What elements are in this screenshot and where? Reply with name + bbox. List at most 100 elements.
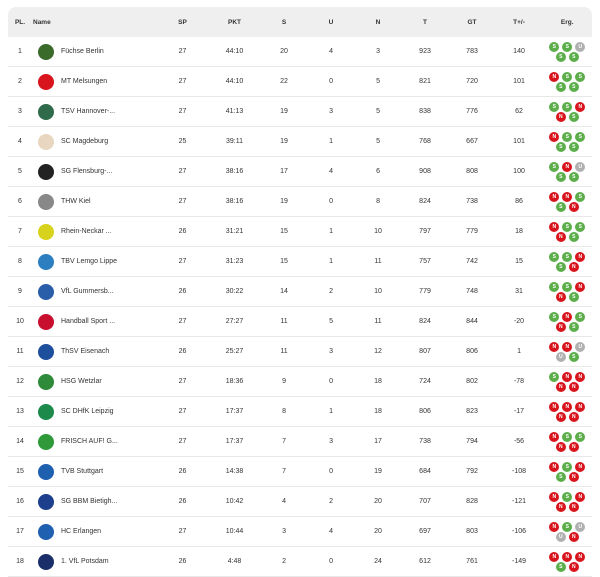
- team-name[interactable]: MT Melsungen: [60, 66, 157, 97]
- form-result-badge: S: [568, 171, 579, 182]
- table-row[interactable]: 17 HC Erlangen 27 10:44 3 4 20 697 803 -106 N S UU N: [8, 516, 592, 547]
- u-cell: 0: [307, 546, 355, 577]
- form-result-badge: S: [562, 251, 573, 262]
- team-logo-icon: [38, 493, 54, 510]
- team-name[interactable]: THW Kiel: [60, 186, 157, 217]
- table-row[interactable]: 14 FRISCH AUF! G... 27 17:37 7 3 17 738 794 -56 N S…: [8, 426, 592, 457]
- header-u: U: [328, 18, 334, 26]
- team-name[interactable]: ThSV Eisenach: [60, 336, 157, 367]
- form-result-badge: N: [562, 401, 573, 412]
- n-cell: 6: [354, 156, 402, 187]
- team-name[interactable]: Füchse Berlin: [60, 37, 157, 67]
- t-cell: 807: [401, 336, 449, 367]
- form-cell: N S NN N: [542, 486, 592, 517]
- team-name[interactable]: SC Magdeburg: [60, 126, 157, 157]
- team-name[interactable]: TSV Hannover-...: [60, 96, 157, 127]
- table-row[interactable]: 1 Füchse Berlin 27 44:10 20 4 3 923 783 140 S S US S: [8, 37, 592, 67]
- form-result-badge: S: [555, 261, 566, 272]
- pkt-cell: 17:37: [208, 396, 261, 427]
- logo-cell: [32, 186, 60, 217]
- form-result-badge: S: [549, 251, 560, 262]
- team-name[interactable]: SG Flensburg-...: [60, 156, 157, 187]
- place-cell: 12: [8, 366, 32, 397]
- team-name[interactable]: FRISCH AUF! G...: [60, 426, 157, 457]
- form-result-badge: N: [555, 411, 566, 422]
- form-cell: N S SS S: [542, 126, 592, 157]
- u-cell: 3: [307, 96, 355, 127]
- form-result-badge: N: [562, 191, 573, 202]
- header-sp: SP: [178, 18, 187, 26]
- sp-cell: 26: [156, 336, 209, 367]
- team-name[interactable]: Handball Sport ...: [60, 306, 157, 337]
- table-row[interactable]: 11 ThSV Eisenach 26 25:27 11 3 12 807 806 1 N N UU S: [8, 336, 592, 367]
- n-cell: 8: [354, 186, 402, 217]
- team-logo-icon: [38, 373, 54, 390]
- form-result-badge: N: [575, 281, 586, 292]
- form-result-badge: N: [549, 131, 560, 142]
- form-cell: N N SS N: [542, 186, 592, 217]
- table-row[interactable]: 3 TSV Hannover-... 27 41:13 19 3 5 838 776 62 S S NN…: [8, 96, 592, 127]
- n-cell: 10: [354, 216, 402, 247]
- form-cell: S S US S: [542, 37, 592, 67]
- form-result-badge: S: [568, 351, 579, 362]
- team-name[interactable]: Rhein-Neckar ...: [60, 216, 157, 247]
- team-logo-icon: [38, 253, 54, 270]
- table-row[interactable]: 15 TVB Stuttgart 26 14:38 7 0 19 684 792 -108 N S NS…: [8, 456, 592, 487]
- form-result-badge: N: [555, 111, 566, 122]
- table-row[interactable]: 16 SG BBM Bietigh... 26 10:42 4 2 20 707 828 -121…: [8, 486, 592, 517]
- form-result-badge: S: [555, 201, 566, 212]
- header-pkt: PKT: [228, 18, 242, 26]
- form-result-badge: N: [549, 521, 560, 532]
- place-cell: 5: [8, 156, 32, 187]
- u-cell: 0: [307, 186, 355, 217]
- t-cell: 824: [401, 186, 449, 217]
- s-cell: 19: [260, 126, 308, 157]
- logo-cell: [32, 276, 60, 307]
- form-result-badge: N: [568, 201, 579, 212]
- team-name[interactable]: VfL Gummersb...: [60, 276, 157, 307]
- table-row[interactable]: 18 1. VfL Potsdam 26 4:48 2 0 24 612 761 -149 N N NS…: [8, 546, 592, 577]
- table-row[interactable]: 13 SC DHfK Leipzig 27 17:37 8 1 18 806 823 -17 N N N…: [8, 396, 592, 427]
- team-name[interactable]: TVB Stuttgart: [60, 456, 157, 487]
- form-result-badge: S: [568, 141, 579, 152]
- place-cell: 13: [8, 396, 32, 427]
- team-logo-icon: [38, 223, 54, 240]
- logo-cell: [32, 66, 60, 97]
- table-row[interactable]: 7 Rhein-Neckar ... 26 31:21 15 1 10 797 779 18 N S S…: [8, 216, 592, 247]
- form-result-badge: N: [575, 101, 586, 112]
- s-cell: 19: [260, 96, 308, 127]
- t-cell: 697: [401, 516, 449, 547]
- team-name[interactable]: HSG Wetzlar: [60, 366, 157, 397]
- table-row[interactable]: 5 SG Flensburg-... 27 38:16 17 4 6 908 808 100 S N U…: [8, 156, 592, 187]
- form-result-badge: S: [549, 41, 560, 52]
- form-result-badge: S: [555, 471, 566, 482]
- team-name[interactable]: 1. VfL Potsdam: [60, 546, 157, 577]
- diff-cell: -149: [495, 546, 543, 577]
- team-name[interactable]: SC DHfK Leipzig: [60, 396, 157, 427]
- form-result-badge: N: [549, 491, 560, 502]
- t-cell: 806: [401, 396, 449, 427]
- team-name[interactable]: SG BBM Bietigh...: [60, 486, 157, 517]
- table-row[interactable]: 2 MT Melsungen 27 44:10 22 0 5 821 720 101 N S SS S: [8, 66, 592, 97]
- form-result-badge: N: [549, 191, 560, 202]
- team-name[interactable]: TBV Lemgo Lippe: [60, 246, 157, 277]
- place-cell: 9: [8, 276, 32, 307]
- table-row[interactable]: 8 TBV Lemgo Lippe 27 31:23 15 1 11 757 742 15 S S NS…: [8, 246, 592, 277]
- form-result-badge: S: [555, 81, 566, 92]
- s-cell: 20: [260, 37, 308, 67]
- logo-cell: [32, 306, 60, 337]
- u-cell: 0: [307, 366, 355, 397]
- form-cell: S S NS N: [542, 246, 592, 277]
- table-row[interactable]: 9 VfL Gummersb... 26 30:22 14 2 10 779 748 31 S S NN…: [8, 276, 592, 307]
- form-result-badge: N: [568, 501, 579, 512]
- table-row[interactable]: 12 HSG Wetzlar 27 18:36 9 0 18 724 802 -78 S N NN N: [8, 366, 592, 397]
- table-row[interactable]: 4 SC Magdeburg 25 39:11 19 1 5 768 667 101 N S SS S: [8, 126, 592, 157]
- s-cell: 9: [260, 366, 308, 397]
- form-result-badge: N: [555, 441, 566, 452]
- n-cell: 18: [354, 366, 402, 397]
- table-row[interactable]: 6 THW Kiel 27 38:16 19 0 8 824 738 86 N N SS N: [8, 186, 592, 217]
- team-name[interactable]: HC Erlangen: [60, 516, 157, 547]
- header-s: S: [281, 18, 287, 26]
- t-cell: 724: [401, 366, 449, 397]
- table-row[interactable]: 10 Handball Sport ... 27 27:27 11 5 11 824 844 -2…: [8, 306, 592, 337]
